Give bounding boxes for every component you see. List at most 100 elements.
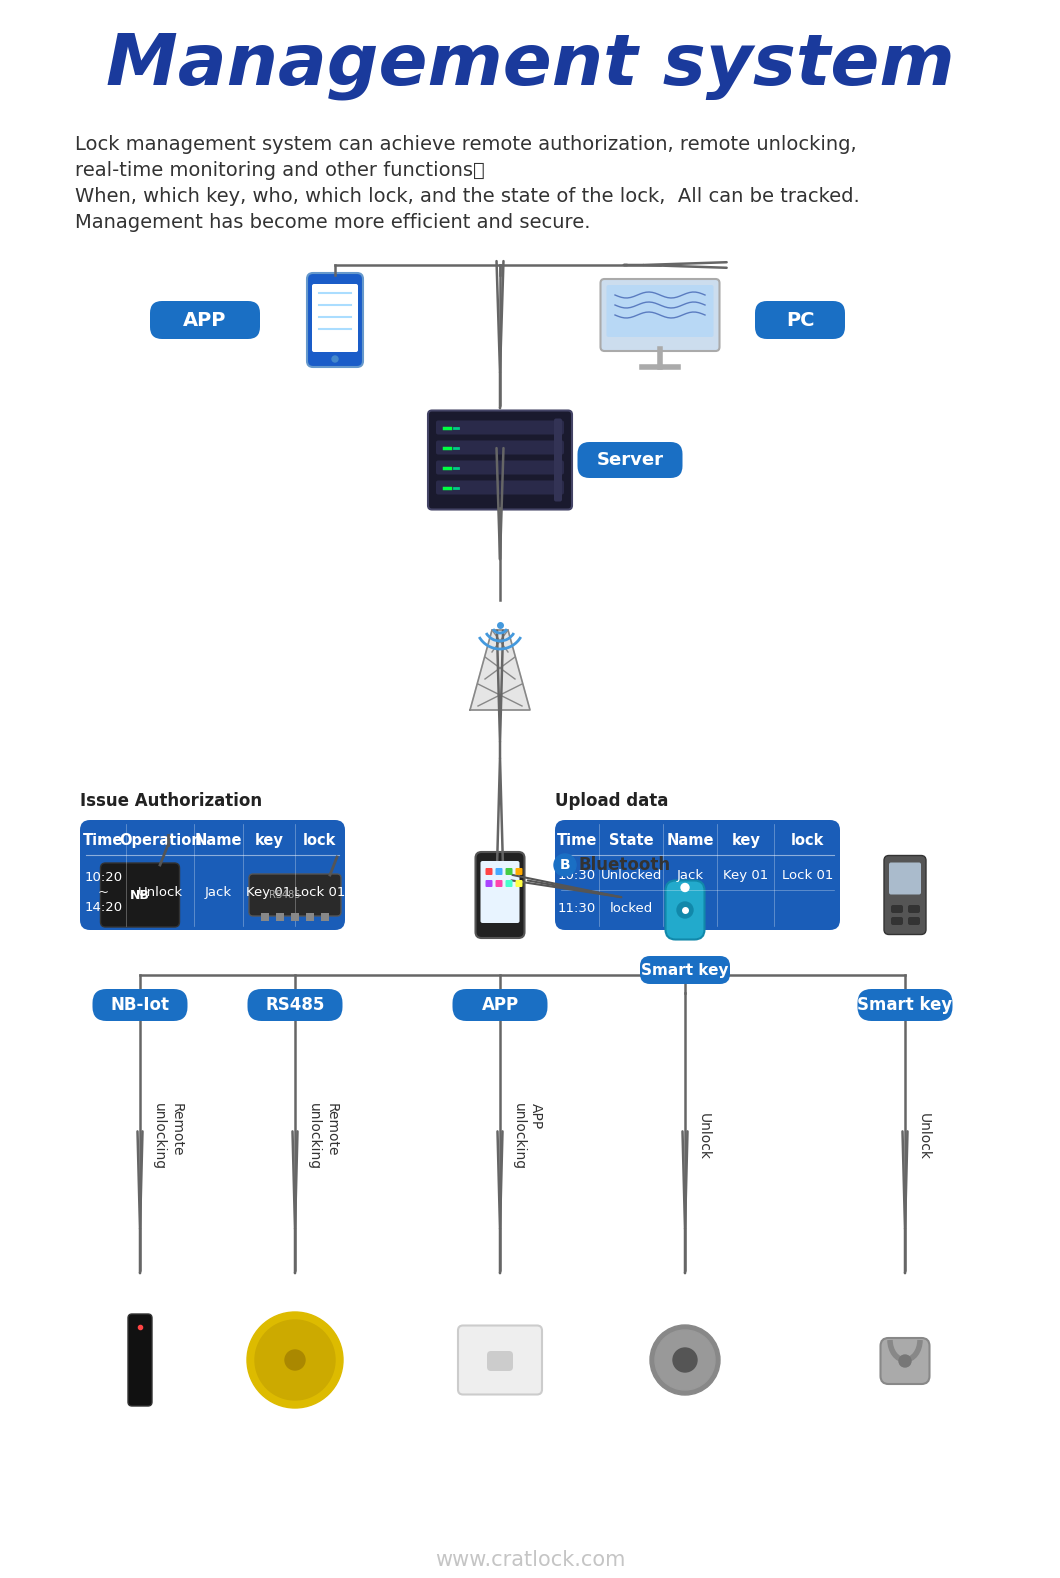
Text: RS485: RS485	[269, 890, 301, 899]
FancyBboxPatch shape	[666, 881, 705, 939]
FancyBboxPatch shape	[485, 881, 493, 887]
Text: 10:30: 10:30	[558, 868, 596, 882]
Text: Unlock: Unlock	[697, 1112, 711, 1160]
Circle shape	[655, 1330, 716, 1390]
FancyBboxPatch shape	[321, 914, 329, 922]
FancyBboxPatch shape	[92, 989, 188, 1021]
FancyBboxPatch shape	[436, 440, 564, 454]
Text: Unlock: Unlock	[917, 1112, 931, 1160]
Text: APP: APP	[481, 996, 518, 1015]
FancyBboxPatch shape	[515, 868, 523, 874]
FancyBboxPatch shape	[312, 284, 358, 352]
FancyBboxPatch shape	[485, 868, 493, 874]
Text: locked: locked	[610, 901, 653, 915]
FancyBboxPatch shape	[858, 989, 953, 1021]
Text: Bluetooth: Bluetooth	[579, 855, 671, 874]
Text: Upload data: Upload data	[555, 792, 669, 810]
FancyBboxPatch shape	[458, 1326, 542, 1395]
FancyBboxPatch shape	[884, 855, 926, 934]
Circle shape	[285, 1351, 305, 1370]
Circle shape	[247, 1311, 343, 1408]
Text: key: key	[731, 833, 760, 847]
Polygon shape	[470, 630, 530, 710]
Circle shape	[332, 357, 338, 361]
Circle shape	[673, 1348, 697, 1371]
Text: Jack: Jack	[205, 885, 232, 898]
FancyBboxPatch shape	[487, 1351, 513, 1371]
FancyBboxPatch shape	[889, 863, 921, 895]
FancyBboxPatch shape	[515, 881, 523, 887]
Text: Lock 01: Lock 01	[781, 868, 833, 882]
FancyBboxPatch shape	[436, 461, 564, 475]
Text: Operation: Operation	[119, 833, 201, 847]
FancyBboxPatch shape	[506, 868, 512, 874]
FancyBboxPatch shape	[80, 821, 344, 929]
Circle shape	[255, 1321, 335, 1400]
Text: NB-Iot: NB-Iot	[110, 996, 170, 1015]
FancyBboxPatch shape	[891, 906, 903, 914]
FancyBboxPatch shape	[276, 914, 284, 922]
Text: APP: APP	[183, 311, 227, 330]
Text: APP
unlocking: APP unlocking	[512, 1103, 544, 1169]
FancyBboxPatch shape	[476, 852, 525, 937]
Text: Management has become more efficient and secure.: Management has become more efficient and…	[75, 213, 590, 232]
FancyBboxPatch shape	[578, 442, 683, 478]
FancyBboxPatch shape	[640, 956, 730, 985]
FancyBboxPatch shape	[261, 914, 269, 922]
Text: Key 01: Key 01	[246, 885, 292, 898]
Text: Jack: Jack	[677, 868, 704, 882]
Circle shape	[899, 1356, 911, 1367]
FancyBboxPatch shape	[306, 914, 314, 922]
Text: Lock 01: Lock 01	[294, 885, 346, 898]
FancyBboxPatch shape	[249, 874, 341, 915]
FancyBboxPatch shape	[247, 989, 342, 1021]
FancyBboxPatch shape	[606, 286, 713, 338]
FancyBboxPatch shape	[891, 917, 903, 925]
FancyBboxPatch shape	[755, 301, 845, 339]
FancyBboxPatch shape	[292, 914, 299, 922]
Text: Unlock: Unlock	[138, 885, 182, 898]
Text: 10:20
~
14:20: 10:20 ~ 14:20	[84, 871, 122, 914]
Text: real-time monitoring and other functions。: real-time monitoring and other functions…	[75, 161, 484, 180]
Text: Unlocked: Unlocked	[601, 868, 661, 882]
Text: 11:30: 11:30	[558, 901, 596, 915]
FancyBboxPatch shape	[554, 418, 562, 502]
Text: key: key	[254, 833, 283, 847]
Text: Smart key: Smart key	[858, 996, 953, 1015]
Text: Issue Authorization: Issue Authorization	[80, 792, 262, 810]
Text: Server: Server	[597, 451, 664, 469]
Text: Remote
unlocking: Remote unlocking	[307, 1103, 338, 1169]
Text: Time: Time	[556, 833, 597, 847]
FancyBboxPatch shape	[908, 917, 920, 925]
FancyBboxPatch shape	[908, 906, 920, 914]
Text: lock: lock	[303, 833, 336, 847]
Text: When, which key, who, which lock, and the state of the lock,  All can be tracked: When, which key, who, which lock, and th…	[75, 188, 860, 207]
Text: Time: Time	[83, 833, 123, 847]
FancyBboxPatch shape	[307, 273, 363, 368]
FancyBboxPatch shape	[495, 868, 502, 874]
Text: Remote
unlocking: Remote unlocking	[152, 1103, 183, 1169]
FancyBboxPatch shape	[506, 881, 512, 887]
Text: Name: Name	[667, 833, 714, 847]
Text: B: B	[560, 858, 570, 873]
Text: NB: NB	[130, 888, 149, 901]
Text: www.cratlock.com: www.cratlock.com	[435, 1550, 625, 1570]
FancyBboxPatch shape	[101, 863, 179, 926]
FancyBboxPatch shape	[881, 1338, 930, 1384]
Text: Name: Name	[195, 833, 243, 847]
FancyBboxPatch shape	[453, 989, 548, 1021]
Text: Management system: Management system	[106, 30, 954, 99]
Text: Smart key: Smart key	[641, 963, 729, 977]
FancyBboxPatch shape	[495, 881, 502, 887]
Circle shape	[677, 903, 693, 918]
Text: Lock management system can achieve remote authorization, remote unlocking,: Lock management system can achieve remot…	[75, 136, 856, 155]
FancyBboxPatch shape	[555, 821, 840, 929]
FancyBboxPatch shape	[151, 301, 260, 339]
Circle shape	[681, 884, 689, 892]
Text: State: State	[608, 833, 654, 847]
FancyBboxPatch shape	[128, 1314, 152, 1406]
FancyBboxPatch shape	[601, 279, 720, 350]
Circle shape	[554, 854, 576, 876]
Text: PC: PC	[785, 311, 814, 330]
Circle shape	[650, 1326, 720, 1395]
